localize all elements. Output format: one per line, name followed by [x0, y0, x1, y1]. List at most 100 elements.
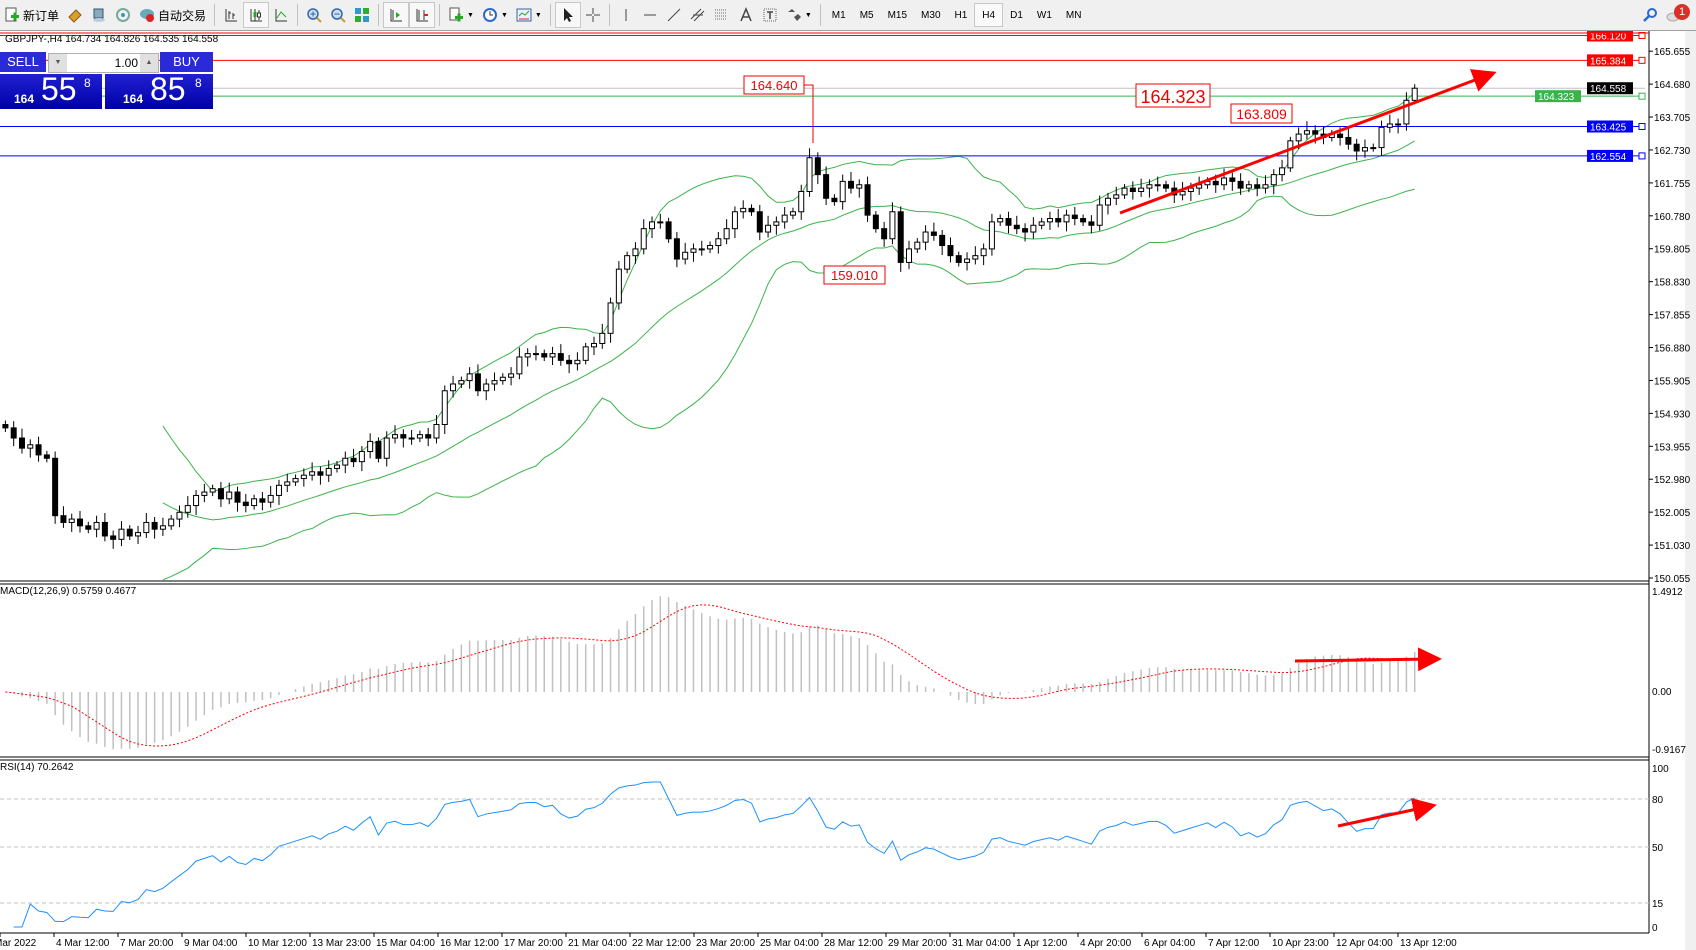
candle-body — [947, 245, 954, 257]
candle — [673, 232, 680, 268]
candle — [964, 252, 971, 271]
price-tick-label: 150.055 — [1654, 574, 1691, 585]
price-line-label: 163.425 — [1590, 122, 1627, 133]
crosshair-button[interactable] — [581, 3, 605, 27]
timeframe-w1[interactable]: W1 — [1036, 9, 1052, 21]
lot-increase-button[interactable]: ▲ — [140, 54, 158, 72]
tile-windows-button[interactable] — [350, 3, 374, 27]
candle-body — [980, 248, 987, 257]
cursor-button[interactable] — [554, 2, 581, 28]
lot-size-stepper[interactable]: ▼ 1.00 ▲ — [48, 53, 159, 73]
candle — [60, 506, 67, 528]
candle-body — [541, 353, 548, 358]
text-button[interactable] — [734, 3, 758, 27]
toolbar-divider — [378, 4, 380, 26]
rsi-label: RSI(14) 70.2642 — [0, 762, 74, 773]
time-tick-label: 4 Apr 20:00 — [1080, 938, 1132, 949]
candle — [847, 171, 854, 194]
zoom-out-button[interactable] — [326, 3, 350, 27]
candle — [615, 261, 622, 310]
lot-decrease-button[interactable]: ▼ — [49, 54, 67, 72]
vertical-line-button[interactable] — [614, 3, 638, 27]
candle-body — [1055, 218, 1062, 223]
templates-button[interactable]: ▼ — [512, 3, 546, 27]
candle-body — [740, 207, 747, 213]
price-annotation: 164.323 — [1140, 87, 1205, 107]
candle — [541, 349, 548, 362]
toolbar-divider — [549, 4, 551, 26]
candle — [184, 496, 191, 518]
market-watch-button[interactable] — [63, 3, 87, 27]
timeframe-m15[interactable]: M15 — [887, 9, 908, 21]
buy-button[interactable]: BUY — [160, 52, 213, 72]
sell-button[interactable]: SELL — [0, 52, 46, 72]
candle-body — [872, 214, 879, 230]
candle-body — [839, 180, 846, 203]
candlestick-icon — [248, 7, 264, 23]
periods-icon — [482, 7, 498, 23]
candle — [1270, 169, 1277, 195]
candle — [1345, 128, 1352, 150]
timeframe-h1[interactable]: H1 — [954, 9, 968, 21]
price-tick-label: 160.780 — [1654, 212, 1691, 223]
price-line-label-bg — [1535, 90, 1581, 103]
new-order-button[interactable]: 新订单 — [0, 3, 63, 27]
text-label-button[interactable] — [758, 3, 782, 27]
candle — [441, 385, 448, 434]
candle — [765, 215, 772, 238]
annotation-leader — [804, 84, 814, 143]
candle — [1262, 175, 1269, 194]
candle-body — [939, 234, 946, 247]
candle-body — [889, 211, 896, 240]
equidistant-channel-button[interactable] — [686, 3, 710, 27]
candle — [1104, 192, 1111, 215]
time-tick-label: 13 Apr 12:00 — [1400, 938, 1457, 949]
timeframe-mn[interactable]: MN — [1065, 9, 1082, 21]
timeframe-m30[interactable]: M30 — [921, 9, 941, 21]
candle-body — [1312, 130, 1319, 135]
auto-trading-button[interactable]: 自动交易 — [135, 3, 210, 27]
auto-trading-label: 自动交易 — [158, 8, 207, 23]
candle — [1113, 186, 1120, 206]
candle — [574, 352, 581, 371]
timeframe-m1[interactable]: M1 — [831, 9, 846, 21]
indicators-button[interactable]: ▼ — [444, 3, 478, 27]
chart-shift-button[interactable] — [383, 2, 410, 28]
candle — [881, 221, 888, 247]
candle — [748, 204, 755, 216]
sell-price[interactable]: 164 55 8 — [0, 71, 102, 109]
annotation-box — [1230, 103, 1293, 124]
candle-body — [441, 390, 448, 426]
signals-button[interactable] — [111, 3, 135, 27]
notifications-button[interactable]: 1 — [1662, 3, 1696, 27]
search-button[interactable] — [1638, 3, 1662, 27]
candle-body — [1080, 218, 1087, 223]
periods-button[interactable]: ▼ — [478, 3, 512, 27]
fibonacci-button[interactable] — [710, 3, 734, 27]
timeframe-d1[interactable]: D1 — [1010, 9, 1023, 21]
candle — [1005, 211, 1012, 234]
candle — [524, 348, 531, 367]
data-window-button[interactable] — [87, 3, 111, 27]
buy-price[interactable]: 164 85 8 — [105, 71, 213, 109]
line-chart-icon — [273, 7, 289, 23]
timeframe-m5[interactable]: M5 — [859, 9, 874, 21]
autoscroll-button[interactable] — [409, 2, 436, 28]
candle — [168, 515, 175, 530]
candle-body — [657, 221, 664, 224]
candlestick-button[interactable] — [243, 2, 270, 28]
candle-body — [640, 228, 647, 250]
timeframe-h4[interactable]: H4 — [974, 3, 1004, 27]
trendline-button[interactable] — [662, 3, 686, 27]
lot-size-input[interactable]: 1.00 — [114, 56, 138, 70]
horizontal-line-button[interactable] — [638, 3, 662, 27]
bar-chart-button[interactable] — [219, 3, 243, 27]
zoom-in-button[interactable] — [302, 3, 326, 27]
candle-body — [450, 383, 457, 392]
line-chart-button[interactable] — [269, 3, 293, 27]
time-tick-label: 7 Mar 20:00 — [120, 938, 174, 949]
arrows-button[interactable]: ▼ — [782, 3, 816, 27]
candle — [209, 484, 216, 497]
candle — [27, 439, 34, 458]
